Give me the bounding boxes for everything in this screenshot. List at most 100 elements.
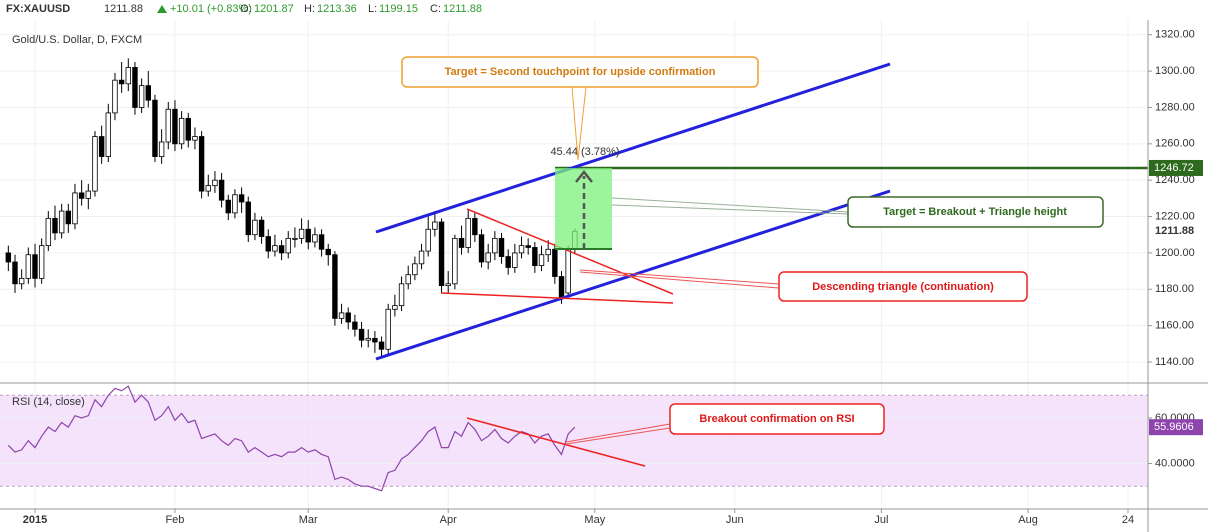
candle-body	[518, 245, 525, 254]
y-tick-label: 1220.00	[1155, 210, 1195, 222]
candle-body	[85, 190, 92, 199]
channel-lower	[375, 189, 891, 361]
candle-body	[185, 117, 191, 141]
x-tick-label: Apr	[440, 514, 457, 526]
rsi-trendline	[466, 417, 646, 467]
y-tick-label: 1200.00	[1155, 247, 1195, 259]
candle-body	[352, 321, 358, 330]
triangle-lower	[440, 292, 674, 304]
candle-body	[72, 192, 78, 225]
y-tick-label: 1240.00	[1155, 174, 1195, 186]
candle-body	[438, 221, 445, 287]
y-tick-label: 1160.00	[1155, 320, 1194, 332]
callout-pointer	[611, 197, 849, 213]
candle-body	[138, 85, 145, 108]
candle-body	[105, 112, 112, 157]
ohlc-value: 1199.15	[379, 3, 418, 15]
y-tick-label: 1140.00	[1155, 356, 1194, 368]
candle-body	[25, 254, 32, 279]
ohlc-label: L:	[368, 3, 377, 15]
candle-body	[545, 248, 551, 256]
rsi-line	[7, 385, 576, 492]
last-price: 1211.88	[104, 3, 143, 15]
candle-body	[472, 217, 478, 236]
candle-body	[498, 237, 505, 257]
candle-body	[558, 276, 565, 299]
candle-body	[512, 252, 518, 268]
candle-body	[132, 67, 138, 108]
callout-pointer	[571, 86, 579, 161]
candle-body	[158, 141, 165, 157]
candle-body	[285, 237, 291, 254]
candle-body	[58, 210, 65, 234]
candle-body	[312, 234, 318, 243]
candle-body	[45, 217, 52, 247]
channel-upper	[375, 62, 891, 234]
change: +10.01 (+0.83%)	[170, 3, 252, 15]
candle-body	[212, 179, 218, 187]
candle-body	[458, 237, 465, 248]
candle-body	[78, 192, 85, 199]
candle-body	[245, 201, 251, 236]
candle-body	[65, 210, 72, 225]
callout-pointer	[579, 269, 780, 285]
candle-body	[232, 194, 238, 214]
candle-body	[338, 312, 345, 319]
y-tick-label: 1180.00	[1155, 283, 1194, 295]
candle-body	[258, 219, 265, 237]
ohlc-label: C:	[430, 3, 441, 15]
up-arrow	[157, 5, 167, 13]
callout-pointer	[577, 86, 587, 161]
callout-pointer	[565, 427, 671, 445]
candle-body	[372, 337, 378, 343]
candle-body	[38, 245, 45, 279]
x-tick-label: 24	[1122, 514, 1134, 526]
callout-pointer	[579, 271, 780, 289]
candle-body	[358, 328, 365, 341]
candle-body	[172, 108, 178, 145]
x-tick-label: Jun	[726, 514, 744, 526]
candle-body	[225, 199, 231, 214]
rsi-badge	[1149, 419, 1203, 436]
candle-body	[538, 254, 545, 267]
rsi-title: RSI (14, close)	[12, 396, 85, 408]
candle-body	[92, 136, 98, 192]
candle-body	[198, 136, 205, 192]
candle-body	[278, 245, 285, 254]
symbol: FX:XAUUSD	[6, 3, 70, 15]
candle-body	[365, 337, 371, 341]
candle-body	[525, 245, 531, 248]
ohlc-label: O:	[240, 3, 252, 15]
candle-body	[305, 228, 311, 243]
candle-body	[432, 221, 438, 230]
ohlc-value: 1211.88	[443, 3, 482, 15]
ohlc-value: 1201.87	[254, 3, 294, 15]
callout-pointer	[611, 204, 849, 215]
ohlc-value: 1213.36	[317, 3, 357, 15]
callout-box	[669, 403, 885, 435]
candle-body	[318, 234, 325, 250]
callout-pointer	[565, 423, 671, 443]
y-tick-label: 1300.00	[1155, 65, 1195, 77]
candle-body	[405, 274, 411, 285]
candle-body	[145, 85, 151, 101]
candle-body	[265, 236, 271, 252]
x-tick-label: Aug	[1018, 514, 1038, 526]
y-tick-label: 1260.00	[1155, 138, 1195, 150]
candle-body	[452, 237, 458, 285]
candle-body	[152, 99, 158, 157]
candle-body	[418, 250, 425, 265]
y-tick-label: 1280.00	[1155, 101, 1195, 113]
candle-body	[218, 179, 225, 201]
candle-body	[492, 237, 498, 254]
candle-body	[565, 249, 571, 294]
candle-body	[98, 136, 105, 157]
candle-body	[532, 247, 538, 267]
candle-body	[425, 228, 431, 252]
candle-body	[165, 108, 171, 143]
candle-body	[12, 261, 18, 285]
measure-arrowhead	[575, 169, 593, 183]
x-tick-label: 2015	[23, 514, 47, 526]
x-tick-label: Jul	[874, 514, 888, 526]
